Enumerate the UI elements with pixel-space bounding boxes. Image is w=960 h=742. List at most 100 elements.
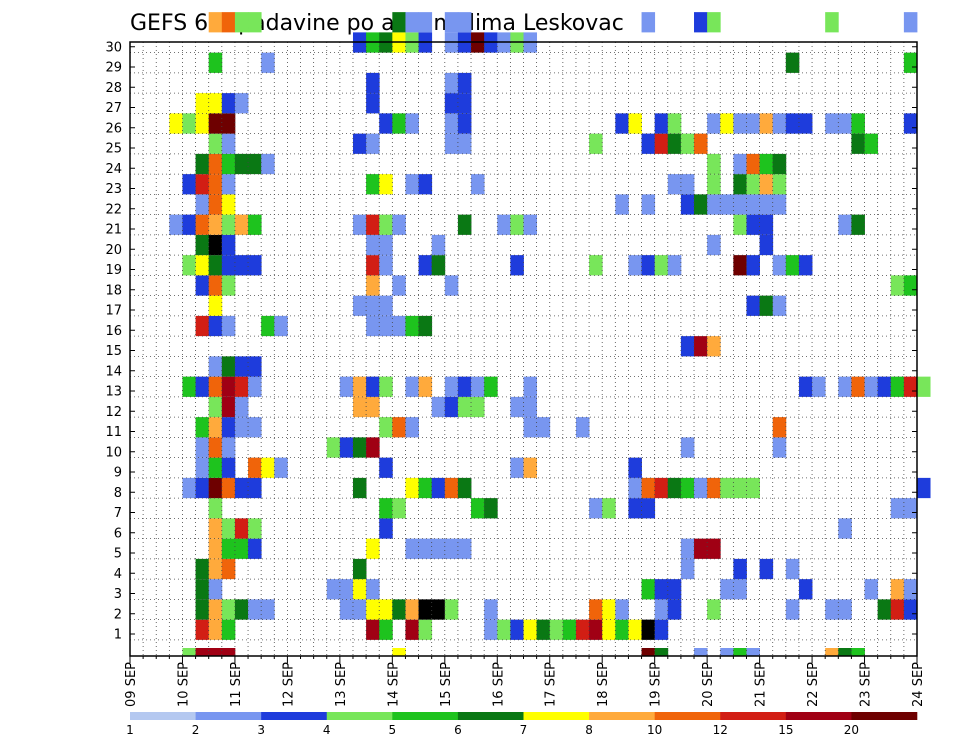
heatmap-cell bbox=[261, 599, 275, 620]
heatmap-cell bbox=[221, 417, 236, 438]
heatmap-cell bbox=[641, 12, 656, 33]
heatmap-cell bbox=[785, 255, 800, 276]
heatmap-cell bbox=[746, 153, 760, 175]
heatmap-cell bbox=[733, 255, 747, 276]
heatmap-cell bbox=[707, 336, 721, 357]
heatmap-cell bbox=[864, 133, 879, 154]
heatmap-cell bbox=[772, 295, 787, 316]
heatmap-cell bbox=[733, 579, 747, 600]
heatmap-cell bbox=[418, 477, 433, 499]
heatmap-cell bbox=[248, 214, 262, 235]
heatmap-cell bbox=[182, 255, 196, 276]
heatmap-cell bbox=[864, 579, 879, 600]
heatmap-cell bbox=[366, 315, 380, 337]
heatmap-cell bbox=[903, 376, 918, 397]
heatmap-cell bbox=[654, 255, 669, 276]
heatmap-cell bbox=[759, 153, 774, 175]
heatmap-cell bbox=[366, 376, 380, 397]
heatmap-cell bbox=[221, 93, 236, 114]
heatmap-cell bbox=[366, 437, 380, 458]
x-tick-label: 17 SEP bbox=[544, 662, 559, 707]
heatmap-cell bbox=[195, 376, 210, 397]
heatmap-cell bbox=[694, 538, 708, 559]
colorbar-label: 7 bbox=[520, 723, 528, 737]
heatmap-cell bbox=[654, 599, 669, 620]
y-tick-label: 9 bbox=[114, 466, 122, 481]
heatmap-cell bbox=[471, 498, 485, 519]
heatmap-cell bbox=[352, 295, 367, 316]
heatmap-cell bbox=[772, 417, 787, 438]
heatmap-cell bbox=[890, 376, 905, 397]
colorbar-segment bbox=[523, 712, 590, 720]
heatmap-cell bbox=[379, 498, 393, 519]
heatmap-cell bbox=[221, 255, 236, 276]
heatmap-cell bbox=[392, 315, 406, 337]
heatmap-cell bbox=[366, 295, 380, 316]
heatmap-cell bbox=[339, 437, 354, 458]
heatmap-cell bbox=[444, 133, 459, 154]
heatmap-cell bbox=[221, 12, 236, 33]
heatmap-cell bbox=[720, 194, 734, 215]
heatmap-cell bbox=[720, 648, 734, 656]
colorbar-label: 8 bbox=[585, 723, 593, 737]
heatmap-cell bbox=[392, 498, 406, 519]
heatmap-cell bbox=[352, 599, 367, 620]
heatmap-cell bbox=[221, 599, 236, 620]
heatmap-cell bbox=[418, 538, 433, 559]
heatmap-cell bbox=[366, 599, 380, 620]
colorbar-segment bbox=[130, 712, 196, 720]
heatmap-cell bbox=[182, 376, 196, 397]
heatmap-cell bbox=[667, 579, 682, 600]
heatmap-cell bbox=[733, 153, 747, 175]
colorbar-label: 12 bbox=[713, 723, 728, 737]
heatmap-cell bbox=[392, 599, 406, 620]
heatmap-cell bbox=[680, 194, 695, 215]
colorbar-label: 5 bbox=[389, 723, 397, 737]
heatmap-cell bbox=[484, 376, 498, 397]
heatmap-cell bbox=[182, 648, 196, 656]
heatmap-cell bbox=[838, 214, 852, 235]
heatmap-cell bbox=[589, 599, 603, 620]
heatmap-cell bbox=[208, 599, 223, 620]
heatmap-cell bbox=[221, 558, 236, 580]
heatmap-cell bbox=[694, 194, 708, 215]
heatmap-cell bbox=[825, 113, 839, 134]
heatmap-cell bbox=[680, 477, 695, 499]
heatmap-cell bbox=[903, 498, 918, 519]
heatmap-cell bbox=[759, 174, 774, 195]
heatmap-cell bbox=[221, 518, 236, 539]
heatmap-cell bbox=[221, 396, 236, 418]
heatmap-cell bbox=[825, 599, 839, 620]
heatmap-cell bbox=[772, 174, 787, 195]
heatmap-cell bbox=[366, 72, 380, 94]
heatmap-cell bbox=[798, 579, 813, 600]
heatmap-cell bbox=[877, 376, 892, 397]
heatmap-cell bbox=[208, 194, 223, 215]
heatmap-cell bbox=[274, 315, 288, 337]
heatmap-cell bbox=[366, 255, 380, 276]
heatmap-cell bbox=[851, 376, 865, 397]
heatmap-cell bbox=[405, 417, 419, 438]
heatmap-cell bbox=[457, 93, 472, 114]
heatmap-cell bbox=[694, 133, 708, 154]
heatmap-cell bbox=[392, 214, 406, 235]
heatmap-cell bbox=[654, 619, 669, 640]
heatmap-cell bbox=[707, 153, 721, 175]
heatmap-cell bbox=[759, 194, 774, 215]
heatmap-cell bbox=[680, 437, 695, 458]
y-tick-label: 19 bbox=[105, 263, 122, 278]
heatmap-cell bbox=[497, 214, 511, 235]
y-tick-label: 26 bbox=[105, 121, 122, 136]
heatmap-cell bbox=[221, 315, 236, 337]
heatmap-cell bbox=[838, 599, 852, 620]
y-tick-label: 18 bbox=[105, 283, 122, 298]
heatmap-cell bbox=[208, 457, 223, 478]
heatmap-cell bbox=[366, 174, 380, 195]
heatmap-cell bbox=[444, 72, 459, 94]
heatmap-cell bbox=[352, 477, 367, 499]
heatmap-cell bbox=[707, 194, 721, 215]
heatmap-cell bbox=[602, 498, 616, 519]
heatmap-cell bbox=[248, 153, 262, 175]
heatmap-cell bbox=[903, 52, 918, 73]
heatmap-cell bbox=[903, 599, 918, 620]
